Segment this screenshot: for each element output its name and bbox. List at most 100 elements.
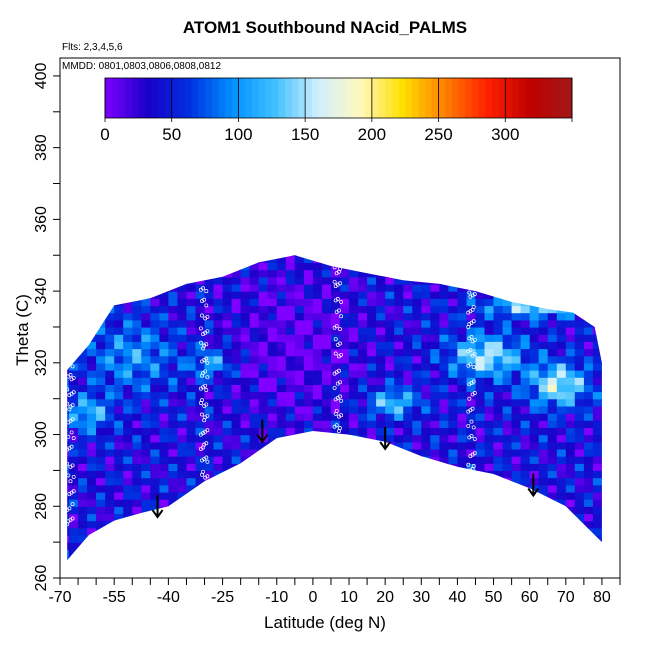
sample-point (67, 374, 71, 379)
heatmap-cell (186, 549, 197, 558)
heatmap-cell (358, 276, 368, 285)
sample-point (468, 294, 473, 299)
heatmap-cell (448, 283, 458, 292)
heatmap-cell (141, 348, 151, 357)
heatmap-cell (141, 484, 151, 493)
heatmap-cell (312, 506, 323, 515)
heatmap-cell (312, 484, 323, 493)
heatmap-cell (67, 441, 70, 450)
heatmap-cell (87, 470, 97, 479)
heatmap-cell (186, 327, 197, 335)
heatmap-cell (141, 477, 151, 486)
heatmap-cell (349, 291, 359, 299)
heatmap-cell (231, 491, 242, 500)
heatmap-cell (312, 319, 323, 328)
heatmap-cell (132, 283, 142, 292)
heatmap-cell (574, 470, 585, 479)
heatmap-cell (412, 391, 422, 400)
heatmap-cell (502, 405, 513, 414)
heatmap-cell (186, 527, 197, 536)
heatmap-cell (493, 362, 504, 371)
heatmap-cell (511, 298, 522, 307)
heatmap-cell (69, 564, 79, 572)
heatmap-cell (231, 298, 242, 307)
colorbar-segment (111, 78, 119, 118)
heatmap-cell (602, 485, 612, 493)
heatmap-cell (439, 448, 449, 457)
heatmap-cell (394, 477, 404, 486)
heatmap-cell (331, 362, 341, 371)
heatmap-cell (195, 542, 206, 550)
heatmap-cell (529, 527, 540, 536)
heatmap-cell (105, 327, 115, 335)
heatmap-cell (475, 355, 486, 364)
heatmap-cell (249, 520, 260, 529)
heatmap-cell (96, 542, 106, 550)
sample-point (339, 451, 344, 456)
heatmap-cell (105, 319, 115, 328)
heatmap-cell (321, 499, 332, 507)
heatmap-cell (493, 420, 504, 428)
heatmap-cell (312, 477, 323, 486)
heatmap-cell (331, 319, 341, 328)
heatmap-cell (412, 319, 422, 328)
heatmap-cell (177, 564, 187, 572)
sample-point (467, 435, 472, 440)
heatmap-cell (240, 334, 251, 342)
heatmap-cell (592, 305, 602, 314)
heatmap-cell (105, 362, 115, 371)
heatmap-cell (358, 377, 368, 385)
heatmap-cell (385, 520, 395, 529)
colorbar-segment (151, 78, 159, 118)
heatmap-cell (204, 269, 215, 278)
heatmap-cell (412, 420, 422, 428)
heatmap-cell (466, 334, 477, 342)
heatmap-cell (529, 448, 540, 457)
heatmap-cell (96, 549, 106, 558)
colorbar-segment (191, 78, 199, 118)
heatmap-cell (78, 434, 88, 443)
sample-point (67, 462, 70, 466)
heatmap-cell (439, 549, 449, 558)
heatmap-cell (412, 499, 422, 507)
heatmap-cell (394, 362, 404, 371)
heatmap-cell (222, 348, 233, 357)
heatmap-cell (67, 283, 70, 292)
heatmap-cell (466, 355, 477, 364)
heatmap-cell (502, 506, 513, 515)
heatmap-cell (520, 355, 531, 364)
heatmap-cell (592, 477, 602, 486)
heatmap-cell (294, 341, 305, 350)
heatmap-cell (222, 255, 233, 256)
heatmap-cell (67, 513, 70, 522)
heatmap-cell (249, 527, 260, 536)
heatmap-cell (340, 348, 350, 357)
sample-point (198, 432, 203, 437)
heatmap-cell (249, 276, 260, 285)
heatmap-cell (321, 427, 332, 436)
heatmap-cell (258, 499, 269, 507)
heatmap-cell (394, 434, 404, 443)
heatmap-cell (493, 377, 504, 385)
heatmap-cell (457, 463, 467, 471)
heatmap-cell (303, 527, 314, 536)
heatmap-cell (538, 520, 549, 529)
sample-point (332, 439, 337, 443)
heatmap-cell (412, 298, 422, 307)
heatmap-cell (240, 527, 251, 536)
heatmap-cell (222, 420, 233, 428)
heatmap-cell (258, 398, 269, 407)
heatmap-cell (87, 556, 97, 561)
heatmap-cell (168, 305, 178, 314)
heatmap-cell (177, 269, 187, 278)
heatmap-cell (394, 499, 404, 507)
heatmap-cell (114, 441, 124, 450)
sample-point (470, 505, 475, 510)
heatmap-cell (340, 298, 350, 307)
heatmap-cell (394, 506, 404, 515)
heatmap-cell (240, 470, 251, 479)
sample-point (472, 497, 477, 502)
heatmap-cell (240, 348, 251, 357)
heatmap-cell (421, 420, 431, 428)
heatmap-cell (303, 348, 314, 357)
